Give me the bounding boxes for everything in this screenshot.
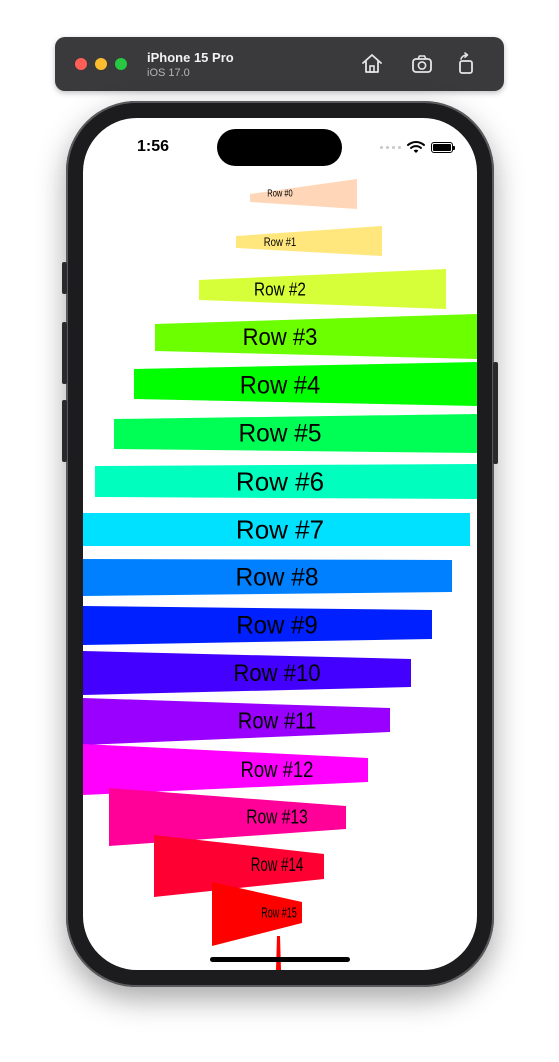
row-15-label: Row #15 [261, 904, 297, 922]
row-5-label: Row #5 [238, 419, 322, 448]
row-14-label: Row #14 [250, 855, 304, 876]
row-8-label: Row #8 [235, 563, 319, 592]
os-version: iOS 17.0 [147, 67, 190, 79]
battery-icon [431, 141, 455, 153]
row-12-label: Row #12 [240, 757, 314, 782]
row-8-background[interactable] [83, 559, 452, 596]
row-2-label: Row #2 [254, 279, 306, 300]
row-7-background[interactable] [83, 513, 470, 546]
row-4-background[interactable] [134, 362, 477, 406]
volume-down-button [62, 400, 67, 462]
volume-up-button [62, 322, 67, 384]
row-7-label: Row #7 [235, 514, 325, 545]
row-6-label: Row #6 [235, 466, 325, 497]
wifi-icon [407, 140, 425, 154]
row-3-label: Row #3 [242, 324, 318, 351]
device-name: iPhone 15 Pro [147, 50, 234, 65]
rotated-row-list: Row #0 Row #1 Row #2 Row #3 Row #4 Row #5 Row … [83, 118, 477, 970]
row-6-background[interactable] [95, 464, 477, 499]
row-15-background[interactable] [212, 882, 302, 946]
row-11-label: Row #11 [237, 707, 317, 734]
home-button[interactable] [359, 51, 385, 77]
row-0-background[interactable] [250, 179, 357, 209]
close-window-button[interactable] [75, 58, 87, 70]
rows-canvas [83, 179, 477, 946]
rotate-icon [459, 52, 473, 74]
status-time: 1:56 [137, 138, 170, 155]
row-9-label: Row #9 [236, 611, 318, 640]
home-icon [362, 54, 382, 73]
zoom-window-button[interactable] [115, 58, 127, 70]
row-1-background[interactable] [236, 226, 382, 256]
cellular-signal-icon [380, 145, 401, 149]
row-2-background[interactable] [199, 269, 446, 309]
phone-screen: 1:56 Row #0 Row #1 Row #2 Row #3 Row #4 Row #… [83, 118, 477, 970]
simulator-title-bar: iPhone 15 Pro iOS 17.0 [55, 37, 504, 91]
status-indicators [380, 140, 455, 154]
row-11-background[interactable] [83, 698, 390, 745]
row-9-background[interactable] [83, 606, 432, 645]
row-12-background[interactable] [83, 744, 368, 795]
row-1-label: Row #1 [263, 235, 297, 249]
row-3-background[interactable] [155, 314, 477, 359]
row-10-background[interactable] [83, 651, 411, 695]
row-10-label: Row #10 [233, 660, 321, 687]
action-button [62, 262, 67, 294]
dynamic-island [217, 129, 342, 166]
row-14-background[interactable] [154, 835, 324, 897]
rotate-button[interactable] [453, 51, 479, 77]
screenshot-button[interactable] [409, 51, 435, 77]
home-indicator[interactable] [210, 957, 350, 962]
camera-icon [412, 55, 432, 73]
row-13-label: Row #13 [246, 806, 308, 829]
minimize-window-button[interactable] [95, 58, 107, 70]
row-0-label: Row #0 [267, 188, 293, 200]
power-button [493, 362, 498, 464]
row-13-background[interactable] [109, 788, 346, 846]
row-4-label: Row #4 [239, 371, 321, 400]
row-5-background[interactable] [114, 414, 477, 453]
